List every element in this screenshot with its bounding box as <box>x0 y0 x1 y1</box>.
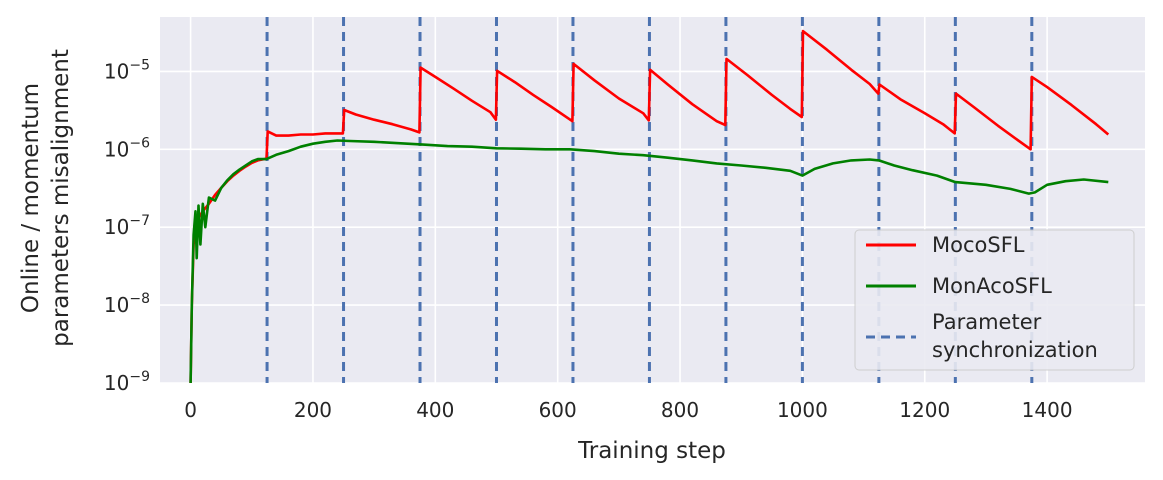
y-tick-label: 10−7 <box>104 213 150 239</box>
x-tick-label: 600 <box>539 398 577 422</box>
y-axis-label-line2: parameters misalignment <box>48 49 74 347</box>
y-tick-label: 10−6 <box>104 135 150 161</box>
x-tick-label: 800 <box>661 398 699 422</box>
legend-label-mocosfl: MocoSFL <box>932 233 1025 257</box>
x-tick-label: 400 <box>416 398 454 422</box>
legend-label-sync-line2: synchronization <box>932 338 1098 362</box>
x-tick-label: 1200 <box>899 398 950 422</box>
x-axis-label: Training step <box>577 438 726 464</box>
series-line-mocosfl <box>189 29 1110 384</box>
y-axis-label-line1: Online / momentum <box>18 83 44 313</box>
x-tick-labels: 0 200 400 600 800 1000 1200 1400 <box>184 398 1072 422</box>
y-tick-label: 10−5 <box>104 57 150 83</box>
legend-label-monacosfl: MonAcoSFL <box>932 274 1052 298</box>
legend-label-sync-line1: Parameter <box>932 310 1042 334</box>
legend-box <box>854 229 1135 371</box>
x-tick-label: 0 <box>184 398 197 422</box>
y-tick-label: 10−9 <box>104 369 150 395</box>
x-tick-label: 1400 <box>1022 398 1073 422</box>
series-group <box>189 29 1110 384</box>
series-line-monacosfl <box>189 139 1109 384</box>
y-tick-label: 10−8 <box>104 291 150 317</box>
legend: MocoSFL MonAcoSFL Parameter synchronizat… <box>854 229 1135 371</box>
x-tick-label: 200 <box>294 398 332 422</box>
y-tick-labels: 10−9 10−8 10−7 10−6 10−5 <box>104 57 150 395</box>
x-tick-label: 1000 <box>777 398 828 422</box>
